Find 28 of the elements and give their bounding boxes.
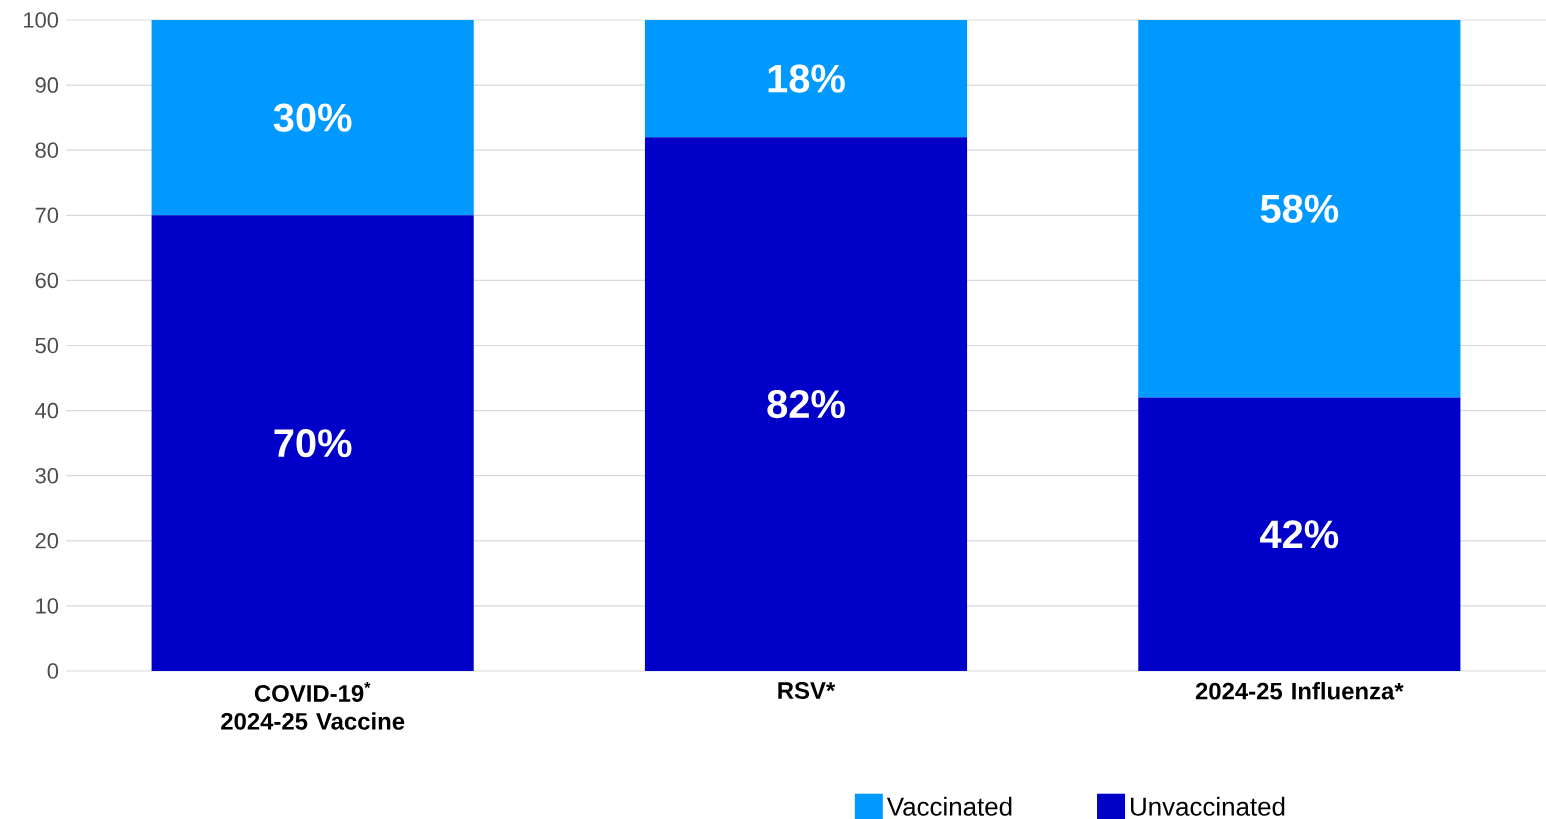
bar: [1138, 397, 1461, 671]
category-label: COVID-19$^{*}$ 2024-25 Vaccine: [221, 682, 405, 730]
y-tick-label: 30: [35, 467, 59, 484]
data-label: 18%: [768, 64, 845, 93]
y-tick-label: 80: [35, 142, 59, 158]
data-label: 42%: [1260, 520, 1339, 549]
y-tick-label: 40: [35, 402, 59, 419]
y-tick-label: 60: [35, 272, 59, 289]
bar: [151, 215, 474, 671]
data-label: 58%: [1260, 194, 1339, 223]
y-tick-label: 20: [35, 533, 59, 549]
x-tick-label: RSV*: [778, 682, 836, 699]
x-tick-label: 2024-25 Influenza*: [1195, 682, 1404, 700]
legend-label: Vaccinated: [886, 796, 1012, 816]
data-label: 82%: [767, 390, 845, 419]
bar: [644, 137, 968, 671]
y-tick-label: 100: [24, 12, 59, 28]
y-tick-label: 10: [36, 598, 59, 614]
data-label: 30%: [273, 103, 352, 132]
y-tick-label: 90: [35, 77, 59, 93]
bar: [151, 19, 474, 216]
legend-label: Unvaccinated: [1131, 796, 1285, 816]
y-tick-label: 0: [47, 663, 59, 679]
bar: [1138, 19, 1461, 398]
bar: [644, 19, 968, 138]
data-label: 70%: [274, 429, 352, 458]
y-tick-label: 50: [35, 337, 59, 354]
y-tick-label: 70: [35, 207, 59, 224]
